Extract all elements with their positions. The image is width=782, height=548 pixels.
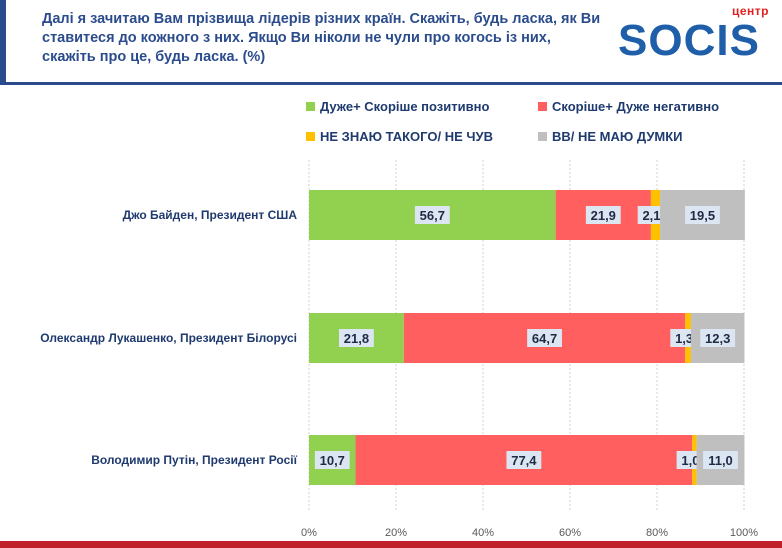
legend-swatch-unknown — [306, 132, 315, 141]
data-label: 56,7 — [420, 208, 445, 223]
data-label-background — [637, 206, 666, 224]
data-label-background — [700, 329, 736, 347]
data-label-background — [585, 206, 621, 224]
question-text: Далі я зачитаю Вам прізвища лідерів різн… — [42, 11, 601, 65]
data-label: 64,7 — [532, 331, 557, 346]
data-label: 2,1 — [642, 208, 660, 223]
header-accent-stripe — [0, 0, 6, 82]
x-tick-label: 60% — [559, 527, 581, 539]
data-label: 21,8 — [344, 331, 369, 346]
data-label: 77,4 — [511, 453, 537, 468]
data-label: 10,7 — [320, 453, 345, 468]
logo-word: SOCIS — [618, 16, 760, 65]
data-label-background — [414, 206, 450, 224]
data-label-background — [506, 451, 542, 469]
legend-label-positive: Дуже+ Скоріше позитивно — [320, 99, 490, 114]
x-tick-label: 20% — [385, 527, 407, 539]
x-tick-label: 40% — [472, 527, 494, 539]
category-label: Олександр Лукашенко, Президент Білорусі — [40, 331, 297, 345]
data-label: 11,0 — [708, 453, 733, 468]
category-label: Володимир Путін, Президент Росії — [91, 453, 297, 467]
data-label: 12,3 — [705, 331, 730, 346]
category-label: Джо Байден, Президент США — [123, 208, 298, 222]
legend-item-unknown: НЕ ЗНАЮ ТАКОГО/ НЕ ЧУВ — [306, 129, 493, 144]
legend-item-no-opinion: ВВ/ НЕ МАЮ ДУМКИ — [538, 129, 683, 144]
footer-band — [0, 541, 782, 548]
legend-label-negative: Скоріше+ Дуже негативно — [552, 99, 720, 114]
legend-swatch-negative — [538, 102, 547, 111]
legend-item-positive: Дуже+ Скоріше позитивно — [306, 99, 489, 114]
legend-swatch-positive — [306, 102, 315, 111]
legend-label-no-opinion: ВВ/ НЕ МАЮ ДУМКИ — [552, 129, 683, 144]
data-label: 19,5 — [690, 208, 715, 223]
x-tick-label: 0% — [301, 527, 317, 539]
data-label: 1,3 — [675, 331, 693, 346]
legend-item-negative: Скоріше+ Дуже негативно — [538, 99, 719, 114]
chart-legend: Дуже+ Скоріше позитивно Скоріше+ Дуже не… — [300, 96, 770, 156]
data-label: 21,9 — [591, 208, 616, 223]
data-label: 1,0 — [681, 453, 699, 468]
data-label-background — [685, 206, 720, 224]
legend-swatch-no-opinion — [538, 132, 547, 141]
data-label-background — [703, 451, 738, 469]
x-tick-label: 80% — [646, 527, 668, 539]
logo-centr-text: центр — [731, 4, 769, 18]
data-label-background — [339, 329, 374, 347]
legend-label-unknown: НЕ ЗНАЮ ТАКОГО/ НЕ ЧУВ — [320, 129, 493, 144]
header-divider — [0, 82, 782, 85]
socis-logo: центр SOCIS — [614, 4, 779, 66]
x-tick-label: 100% — [730, 527, 758, 539]
data-label-background — [527, 329, 562, 347]
data-label-background — [314, 451, 350, 469]
